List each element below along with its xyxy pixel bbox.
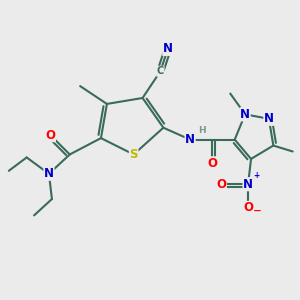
Text: C: C (157, 66, 164, 76)
Text: +: + (253, 171, 260, 180)
Text: −: − (253, 206, 262, 216)
Text: S: S (129, 148, 138, 161)
Text: N: N (44, 167, 54, 180)
Text: N: N (243, 178, 253, 191)
Text: N: N (185, 133, 195, 146)
Text: N: N (264, 112, 274, 125)
Text: H: H (198, 126, 206, 135)
Text: N: N (163, 42, 173, 56)
Text: O: O (216, 178, 226, 191)
Text: N: N (240, 108, 250, 121)
Text: O: O (243, 202, 253, 214)
Text: O: O (45, 129, 56, 142)
Text: O: O (207, 157, 218, 170)
